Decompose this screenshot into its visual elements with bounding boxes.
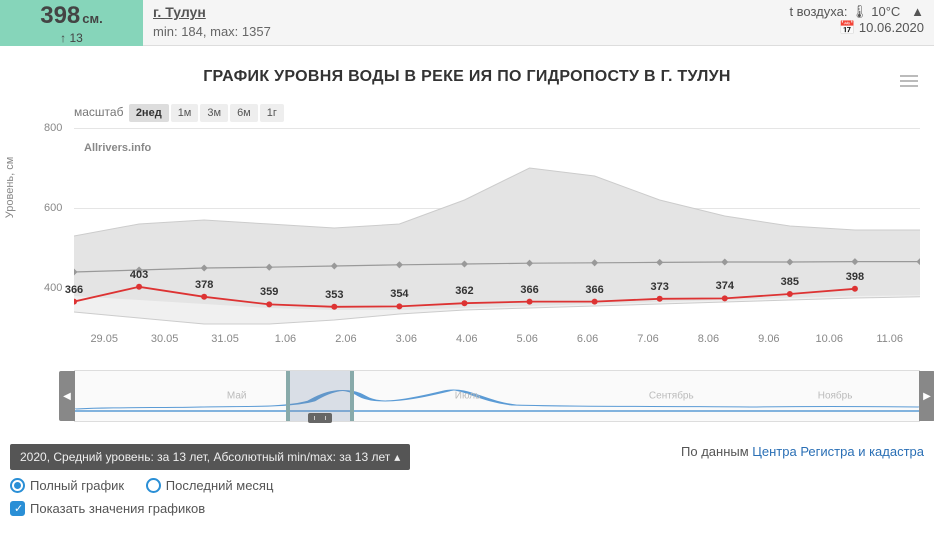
- caret-up-icon: ▴: [394, 450, 400, 464]
- chart-title: ГРАФИК УРОВНЯ ВОДЫ В РЕКЕ ИЯ ПО ГИДРОПОС…: [0, 68, 934, 86]
- nav-selection[interactable]: [286, 371, 354, 421]
- series-value-label: 374: [716, 280, 734, 292]
- level-value: 398: [40, 2, 80, 29]
- series-value-label: 398: [846, 271, 864, 283]
- main-chart[interactable]: Уровень, см Allrivers.info 400600800 366…: [40, 128, 920, 358]
- scale-btn-2нед[interactable]: 2нед: [129, 104, 169, 122]
- temp-value: 10°C: [871, 4, 900, 19]
- opt-last-month[interactable]: Последний месяц: [146, 478, 274, 493]
- series-value-label: 366: [585, 284, 603, 296]
- scale-btn-6м[interactable]: 6м: [230, 104, 258, 122]
- nav-handle[interactable]: [308, 413, 332, 423]
- series-value-label: 359: [260, 286, 278, 298]
- scale-label: масштаб: [74, 105, 123, 119]
- delta-arrow: ↑: [60, 31, 66, 45]
- calendar-icon: 📅: [839, 20, 855, 35]
- scale-btn-1г[interactable]: 1г: [260, 104, 284, 122]
- opt-show-values[interactable]: Показать значения графиков: [10, 501, 205, 516]
- series-value-label: 366: [65, 284, 83, 296]
- delta-value: 13: [69, 31, 82, 45]
- max-value: 1357: [242, 24, 271, 39]
- series-value-label: 403: [130, 269, 148, 281]
- series-value-label: 353: [325, 289, 343, 301]
- date-value: 10.06.2020: [859, 20, 924, 35]
- series-value-label: 373: [651, 281, 669, 293]
- opt-full-graph[interactable]: Полный график: [10, 478, 124, 493]
- min-value: 184: [181, 24, 203, 39]
- series-value-label: 354: [390, 288, 408, 300]
- scale-btn-3м[interactable]: 3м: [200, 104, 228, 122]
- series-value-label: 366: [520, 284, 538, 296]
- location-link[interactable]: г. Тулун: [153, 4, 206, 20]
- series-dropdown[interactable]: 2020, Средний уровень: за 13 лет, Абсолю…: [10, 444, 410, 470]
- credit-link[interactable]: Центра Регистра и кадастра: [752, 444, 924, 459]
- level-unit: см.: [82, 11, 102, 26]
- nav-left-arrow[interactable]: ◀: [59, 371, 75, 421]
- nav-right-arrow[interactable]: ▶: [919, 371, 934, 421]
- warning-icon[interactable]: ▲: [911, 4, 924, 19]
- scale-btn-1м[interactable]: 1м: [171, 104, 199, 122]
- time-navigator[interactable]: ◀ ▶ МайИюльСентябрьНоябрь: [74, 370, 920, 422]
- current-level-box: 398см. ↑ 13: [0, 0, 143, 46]
- scale-selector: масштаб 2нед1м3м6м1г: [0, 104, 934, 128]
- series-value-label: 385: [781, 276, 799, 288]
- series-value-label: 362: [455, 285, 473, 297]
- data-credit: По данным Центра Регистра и кадастра: [681, 444, 924, 459]
- chart-menu-icon[interactable]: [900, 72, 918, 86]
- series-value-label: 378: [195, 279, 213, 291]
- thermometer-icon: 🌡: [851, 4, 868, 19]
- y-axis-label: Уровень, см: [4, 157, 16, 219]
- temp-label: t воздуха:: [789, 4, 847, 19]
